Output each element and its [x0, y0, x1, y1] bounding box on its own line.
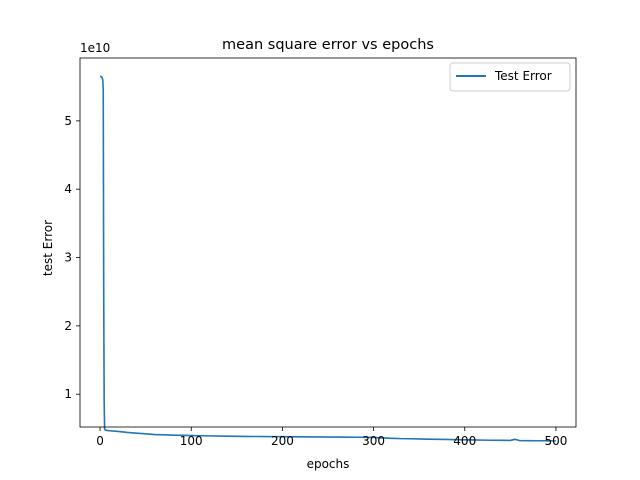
y-axis-scale-label: 1e10	[80, 41, 110, 55]
x-tick-label: 500	[544, 434, 567, 448]
y-axis-label: test Error	[41, 220, 55, 276]
legend-label: Test Error	[494, 69, 552, 83]
legend-box	[449, 62, 571, 92]
x-tick-label: 300	[362, 434, 385, 448]
x-axis-label: epochs	[307, 457, 350, 471]
x-tick-label: 0	[96, 434, 104, 448]
x-tick-label: 400	[453, 434, 476, 448]
y-tick-label: 1	[64, 387, 72, 401]
series-line-test-error	[100, 75, 556, 442]
plot-area: 0 100 200 300 400 500 1 2 3 4 5	[64, 57, 577, 448]
legend: Test Error	[449, 62, 571, 92]
y-tick-label: 5	[64, 114, 72, 128]
x-tick-label: 100	[180, 434, 203, 448]
y-tick-label: 4	[64, 182, 72, 196]
y-tick-label: 2	[64, 319, 72, 333]
y-tick-label: 3	[64, 251, 72, 265]
axes-frame	[79, 57, 577, 428]
x-tick-label: 200	[271, 434, 294, 448]
chart-title: mean square error vs epochs	[222, 37, 434, 53]
